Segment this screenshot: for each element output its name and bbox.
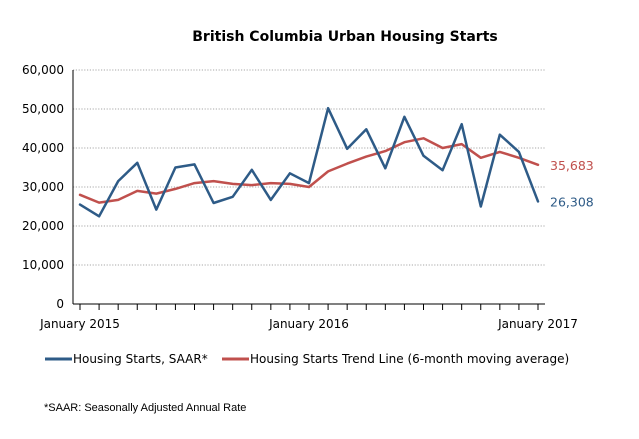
gridlines [73,69,545,266]
chart-title: British Columbia Urban Housing Starts [192,29,497,45]
y-axis: 0 10,000 20,000 30,000 40,000 50,000 60,000 [22,63,74,311]
series-trend-line [78,137,540,204]
end-label-housing-starts: 26,308 [550,194,594,209]
x-tick-label: January 2017 [497,317,578,331]
y-tick-label: 30,000 [22,180,64,194]
end-label-trend: 35,683 [550,158,594,173]
legend-entry-label: Housing Starts Trend Line (6-month movin… [250,352,569,366]
series-group: 35,683 26,308 [78,106,594,218]
y-tick-label: 10,000 [22,258,64,272]
series-housing-starts-line [78,106,540,218]
footnote: *SAAR: Seasonally Adjusted Annual Rate [44,402,247,414]
y-tick-label: 60,000 [22,63,64,77]
x-tick-label: January 2016 [268,317,349,331]
x-axis: January 2015 January 2016 January 2017 [39,303,578,331]
legend: Housing Starts, SAAR* Housing Starts Tren… [45,352,569,366]
y-tick-label: 50,000 [22,102,64,116]
y-tick-label: 0 [56,297,64,311]
legend-entry-label: Housing Starts, SAAR* [73,352,208,366]
y-tick-label: 40,000 [22,141,64,155]
y-tick-label: 20,000 [22,219,64,233]
x-tick-label: January 2015 [39,317,120,331]
